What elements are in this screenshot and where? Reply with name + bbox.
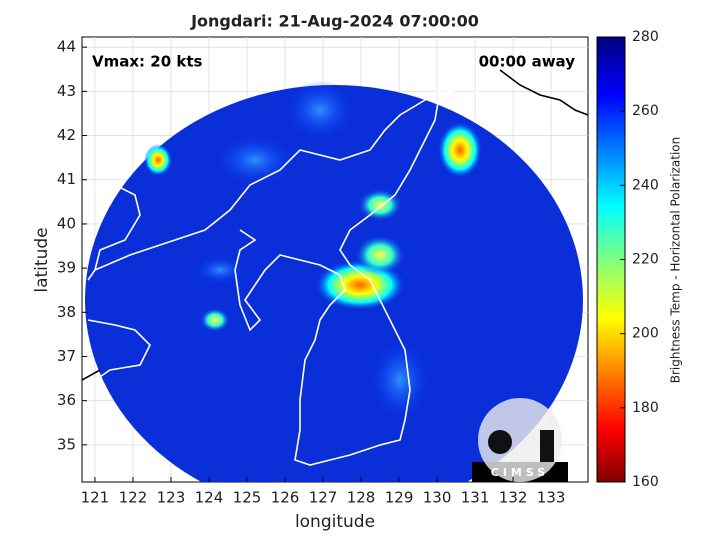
blob xyxy=(215,135,295,185)
y-tick-label: 37 xyxy=(57,347,76,365)
x-tick-label: 129 xyxy=(385,489,414,507)
x-tick-label: 125 xyxy=(233,489,262,507)
coastline xyxy=(87,184,141,281)
x-tick-label: 132 xyxy=(499,489,528,507)
x-tick-label: 133 xyxy=(537,489,566,507)
annotation: Vmax: 20 kts xyxy=(92,53,202,71)
y-tick-label: 43 xyxy=(57,82,76,100)
coastline xyxy=(87,319,151,386)
blob xyxy=(370,340,430,420)
y-tick-label: 44 xyxy=(57,38,76,56)
x-tick-label: 131 xyxy=(461,489,490,507)
x-tick-label: 130 xyxy=(423,489,452,507)
x-tick-label: 128 xyxy=(347,489,376,507)
x-tick-label: 126 xyxy=(271,489,300,507)
coastline xyxy=(82,369,101,381)
colorbar-tick-label: 260 xyxy=(632,103,659,119)
x-tick-label: 122 xyxy=(119,489,148,507)
logo-tower xyxy=(540,430,554,462)
y-tick-label: 39 xyxy=(57,259,76,277)
y-axis-label: latitude xyxy=(32,227,52,292)
y-tick-label: 35 xyxy=(57,435,76,453)
colorbar-tick-label: 200 xyxy=(632,326,659,342)
blob xyxy=(195,256,245,284)
y-tick-label: 38 xyxy=(57,303,76,321)
x-axis-label: longitude xyxy=(295,512,375,532)
annotation: 00:00 away xyxy=(479,53,576,71)
coastline xyxy=(234,89,441,466)
y-tick-label: 41 xyxy=(57,170,76,188)
y-tick-label: 40 xyxy=(57,214,76,232)
x-tick-label: 121 xyxy=(81,489,110,507)
blob xyxy=(355,235,405,275)
blob xyxy=(358,189,402,221)
coastline xyxy=(94,69,501,271)
colorbar-tick-label: 220 xyxy=(632,252,659,268)
colorbar-tick-label: 160 xyxy=(632,474,659,490)
y-tick-label: 42 xyxy=(57,126,76,144)
coastline xyxy=(499,69,588,116)
blob xyxy=(200,308,230,332)
logo-dish xyxy=(488,430,512,454)
x-tick-label: 124 xyxy=(195,489,224,507)
colorbar-tick-label: 280 xyxy=(632,29,659,45)
blob xyxy=(438,122,482,178)
colorbar-tick-label: 180 xyxy=(632,400,659,416)
blob xyxy=(285,80,355,140)
x-tick-label: 123 xyxy=(157,489,186,507)
imagery xyxy=(82,69,588,482)
x-tick-label: 127 xyxy=(309,489,338,507)
logo: CIMSS xyxy=(472,398,568,482)
chart-title: Jongdari: 21-Aug-2024 07:00:00 xyxy=(190,12,479,31)
colorbar-label: Brightness Temp - Horizontal Polarizatio… xyxy=(669,137,683,384)
blob xyxy=(144,144,172,176)
logo-text: CIMSS xyxy=(491,466,549,479)
y-tick-label: 36 xyxy=(57,391,76,409)
colorbar-tick-label: 240 xyxy=(632,177,659,193)
